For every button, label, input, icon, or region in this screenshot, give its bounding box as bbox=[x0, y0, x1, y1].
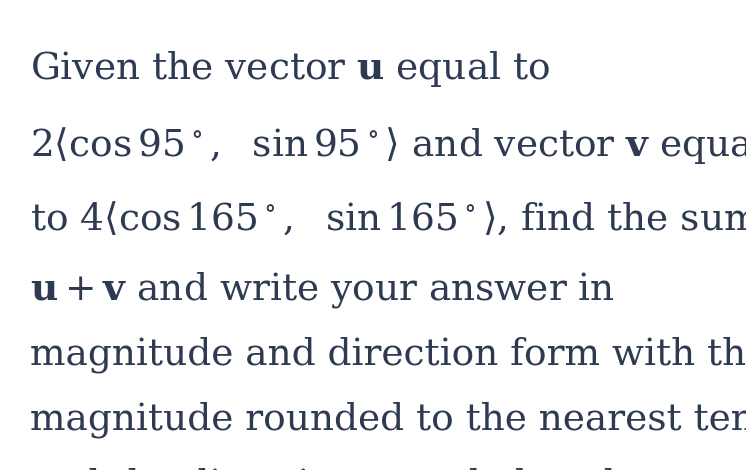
Text: to $4\langle\cos 165^\circ,\ \ \sin 165^\circ\rangle$, find the sum: to $4\langle\cos 165^\circ,\ \ \sin 165^… bbox=[30, 200, 746, 237]
Text: $\mathbf{u}+\mathbf{v}$ and write your answer in: $\mathbf{u}+\mathbf{v}$ and write your a… bbox=[30, 270, 615, 310]
Text: Given the vector $\mathbf{u}$ equal to: Given the vector $\mathbf{u}$ equal to bbox=[30, 49, 550, 89]
Text: $2\langle\cos 95^\circ,\ \ \sin 95^\circ\rangle$ and vector $\mathbf{v}$ equal: $2\langle\cos 95^\circ,\ \ \sin 95^\circ… bbox=[30, 125, 746, 165]
Text: magnitude and direction form with the: magnitude and direction form with the bbox=[30, 336, 746, 373]
Text: magnitude rounded to the nearest tenth: magnitude rounded to the nearest tenth bbox=[30, 402, 746, 439]
Text: and the direction rounded to the nearest: and the direction rounded to the nearest bbox=[30, 468, 746, 470]
